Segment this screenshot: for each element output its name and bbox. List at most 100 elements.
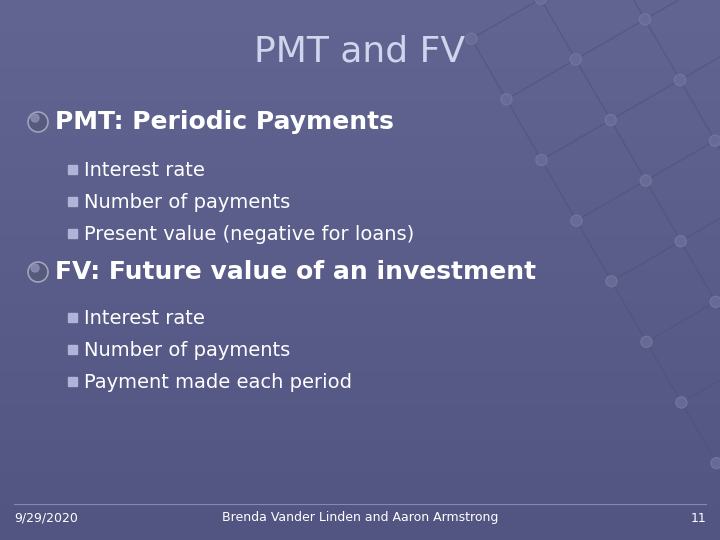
Bar [0, 467, 720, 468]
Bar [0, 138, 720, 139]
Bar [0, 499, 720, 500]
Bar [0, 35, 720, 36]
Bar [0, 271, 720, 272]
Bar [0, 349, 720, 350]
Bar [0, 244, 720, 245]
Bar [0, 415, 720, 416]
Text: PMT and FV: PMT and FV [254, 35, 466, 69]
Bar [0, 241, 720, 242]
Bar [0, 301, 720, 302]
Bar [0, 204, 720, 205]
Bar [0, 432, 720, 433]
Bar [0, 252, 720, 253]
Bar [0, 521, 720, 522]
Bar [0, 226, 720, 227]
Bar [0, 474, 720, 475]
Bar [0, 254, 720, 255]
Bar [0, 91, 720, 92]
Bar [0, 16, 720, 17]
Bar [0, 450, 720, 451]
Bar [0, 112, 720, 113]
Text: Number of payments: Number of payments [84, 192, 290, 212]
Bar [0, 132, 720, 133]
Circle shape [28, 112, 48, 132]
Bar [0, 530, 720, 531]
Bar [0, 304, 720, 305]
Bar [0, 312, 720, 313]
Bar [0, 179, 720, 180]
Bar [0, 496, 720, 497]
Bar [0, 104, 720, 105]
Bar [0, 283, 720, 284]
Bar [0, 171, 720, 172]
Bar [0, 394, 720, 395]
Bar [0, 503, 720, 504]
Bar [0, 397, 720, 398]
Bar [0, 256, 720, 257]
Bar [0, 384, 720, 385]
Bar [0, 444, 720, 445]
Bar [0, 276, 720, 277]
Bar [0, 172, 720, 173]
Bar [0, 411, 720, 412]
Bar [0, 187, 720, 188]
Bar [0, 327, 720, 328]
Bar [0, 10, 720, 11]
Bar [0, 156, 720, 157]
Bar [0, 146, 720, 147]
Bar [0, 157, 720, 158]
Bar [0, 101, 720, 102]
Bar [0, 282, 720, 283]
Bar [0, 414, 720, 415]
Bar [0, 448, 720, 449]
Bar [0, 275, 720, 276]
Bar [0, 113, 720, 114]
Bar [0, 325, 720, 326]
Bar [0, 42, 720, 43]
Bar [0, 29, 720, 30]
Bar [0, 440, 720, 441]
Bar [0, 145, 720, 146]
Bar [68, 197, 77, 206]
Bar [0, 117, 720, 118]
Text: FV: Future value of an investment: FV: Future value of an investment [55, 260, 536, 284]
Bar [0, 461, 720, 462]
Bar [0, 118, 720, 119]
Bar [0, 224, 720, 225]
Bar [0, 418, 720, 419]
Bar [0, 189, 720, 190]
Bar [0, 36, 720, 37]
Bar [0, 335, 720, 336]
Bar [0, 197, 720, 198]
Bar [0, 372, 720, 373]
Bar [0, 221, 720, 222]
Bar [0, 49, 720, 50]
Bar [0, 486, 720, 487]
Bar [0, 122, 720, 123]
Bar [0, 507, 720, 508]
Bar [0, 373, 720, 374]
Bar [0, 216, 720, 217]
Bar [0, 201, 720, 202]
Bar [0, 459, 720, 460]
Bar [0, 480, 720, 481]
Bar [68, 229, 77, 238]
Bar [0, 205, 720, 206]
Bar [0, 355, 720, 356]
Bar [0, 196, 720, 197]
Bar [0, 15, 720, 16]
Bar [0, 109, 720, 110]
Bar [0, 183, 720, 184]
Bar [0, 340, 720, 341]
Bar [0, 494, 720, 495]
Bar [0, 416, 720, 417]
Bar [0, 371, 720, 372]
Bar [0, 82, 720, 83]
Bar [0, 76, 720, 77]
Bar [0, 53, 720, 54]
Bar [0, 352, 720, 353]
Bar [0, 30, 720, 31]
Bar [0, 175, 720, 176]
Bar [0, 515, 720, 516]
Bar [0, 75, 720, 76]
